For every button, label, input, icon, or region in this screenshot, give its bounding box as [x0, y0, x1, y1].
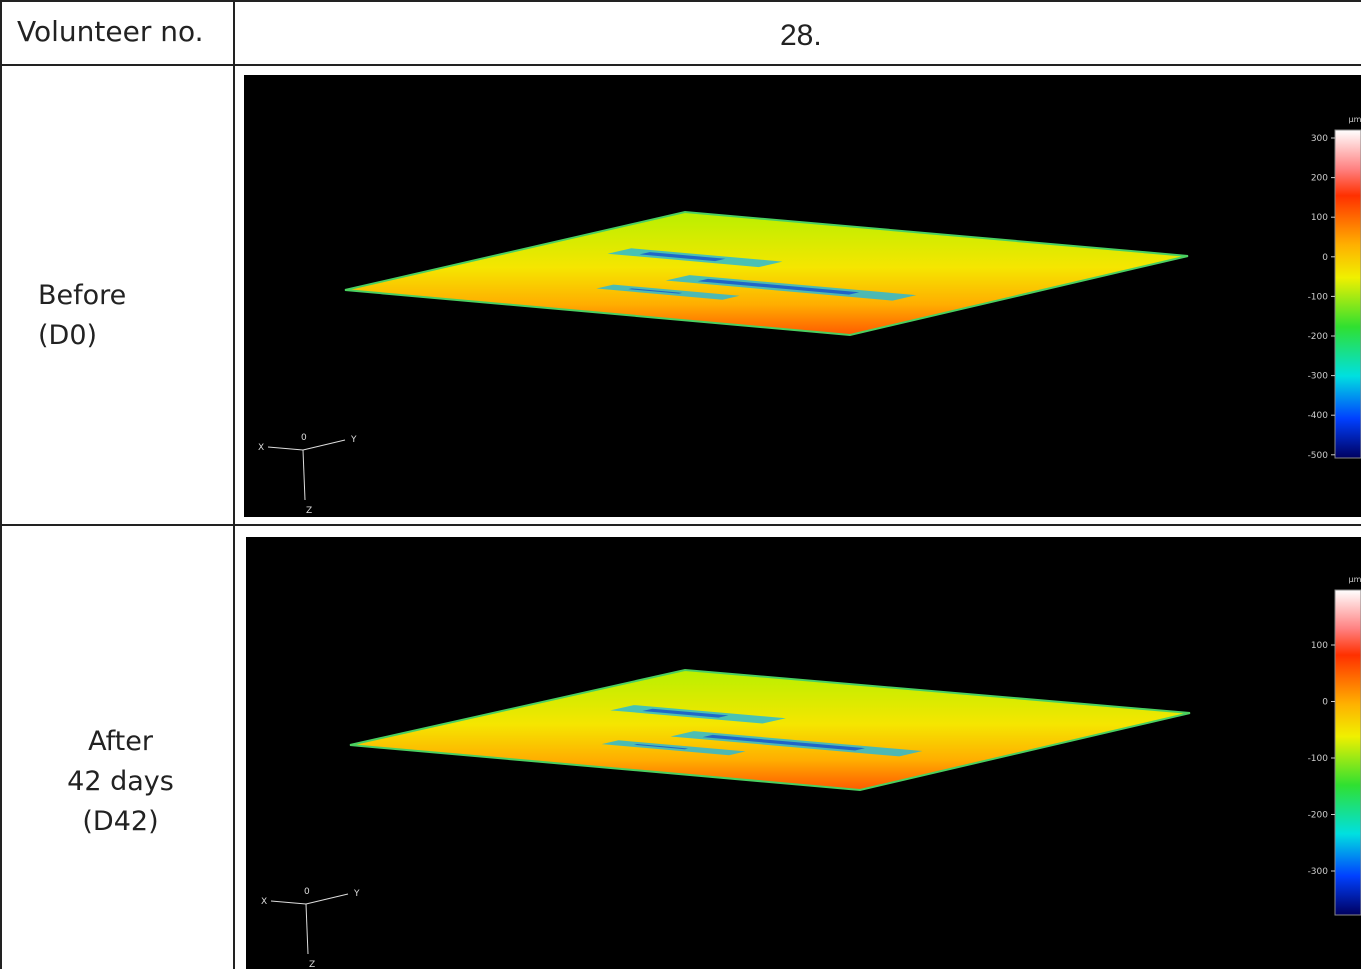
colorbar — [1334, 129, 1361, 459]
axis-line — [302, 449, 306, 501]
surface-streak — [633, 744, 689, 750]
axis-line — [302, 439, 346, 451]
label-line: Before — [38, 280, 127, 311]
row-label-cell: After 42 days (D42) — [0, 524, 237, 969]
header-cell: 28. — [233, 0, 1361, 68]
colorbar-tick-label: 200 — [1311, 174, 1328, 184]
label-line: After — [88, 726, 153, 757]
colorbar-tick-label: 100 — [1311, 213, 1328, 223]
colorbar-tick-label: 0 — [1322, 698, 1328, 708]
colorbar-tick-label: -300 — [1308, 867, 1329, 877]
colorbar-tick-label: -300 — [1308, 372, 1329, 382]
colorbar-unit: µm — [1349, 575, 1361, 584]
surface-image: µm 100 0 -100 -200 -300 X 0 Y Z — [246, 537, 1361, 970]
header-cell: Volunteer no. — [0, 0, 237, 68]
surface-plot: µm 300 200 100 0 -100 -200 -300 -400 -500 X 0 Y Z — [258, 115, 1361, 516]
axis-line — [305, 903, 309, 955]
colorbar-tick-label: -200 — [1308, 811, 1329, 821]
colorbar-tick-label: 100 — [1311, 641, 1328, 651]
colorbar-unit: µm — [1349, 115, 1361, 124]
colorbar-tick-label: -100 — [1308, 754, 1329, 764]
colorbar-tick-label: -200 — [1308, 332, 1329, 342]
image-cell: µm 100 0 -100 -200 -300 X 0 Y Z — [233, 524, 1361, 970]
image-cell: µm 300 200 100 0 -100 -200 -300 -400 -500 X 0 Y Z — [233, 64, 1361, 528]
row-label: Before (D0) — [38, 276, 126, 356]
axis-label: 0 — [304, 887, 310, 897]
axis-label: Y — [353, 889, 360, 899]
surface-streak — [702, 734, 865, 751]
header-label: Volunteer no. — [17, 15, 204, 48]
axis-line — [270, 900, 307, 905]
axis-label: Z — [309, 960, 315, 969]
colorbar-tick-label: -400 — [1308, 411, 1329, 421]
colorbar-tick-label: -500 — [1308, 451, 1329, 461]
axis-line — [267, 446, 304, 451]
axis-label: X — [258, 443, 264, 453]
axis-label: X — [261, 897, 267, 907]
axis-label: 0 — [301, 433, 307, 443]
volunteer-number: 28. — [780, 19, 822, 52]
label-line: (D0) — [38, 320, 98, 351]
row-label: After 42 days (D42) — [2, 722, 239, 842]
surface — [344, 210, 1189, 337]
colorbar-tick-label: -100 — [1308, 292, 1329, 302]
surface-plot: µm 100 0 -100 -200 -300 X 0 Y Z — [261, 575, 1361, 970]
surface-streak — [697, 278, 860, 295]
label-line: (D42) — [82, 806, 159, 837]
surface-streak — [628, 288, 683, 294]
colorbar-tick-label: 0 — [1322, 253, 1328, 263]
surface-image: µm 300 200 100 0 -100 -200 -300 -400 -500 X 0 Y Z — [244, 75, 1361, 517]
row-label-cell: Before (D0) — [0, 64, 237, 528]
surface-streak — [639, 252, 726, 262]
axis-label: Z — [306, 506, 312, 516]
axis-label: Y — [350, 435, 357, 445]
surface-streak — [642, 708, 729, 718]
axis-line — [305, 893, 349, 905]
surface — [349, 668, 1191, 792]
colorbar — [1334, 589, 1361, 916]
label-line: 42 days — [67, 766, 174, 797]
colorbar-tick-label: 300 — [1311, 134, 1328, 144]
